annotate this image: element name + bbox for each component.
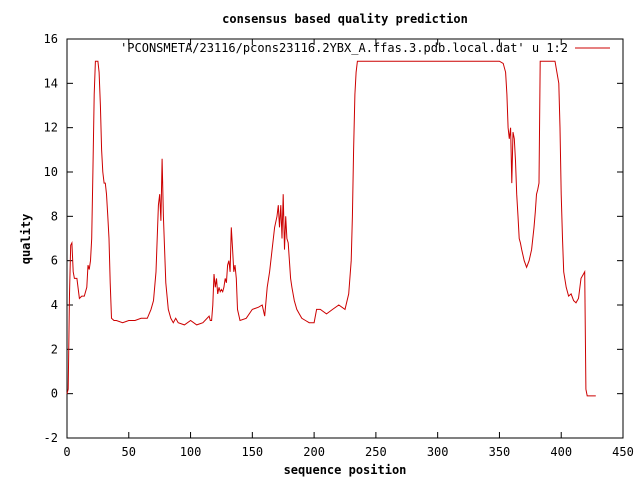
series-line [66,60,596,397]
x-tick-label: 100 [180,445,202,459]
y-tick-label: 6 [51,254,58,268]
x-tick-label: 400 [550,445,572,459]
x-tick-label: 250 [365,445,387,459]
y-axis-label: quality [19,214,33,265]
y-tick-label: 16 [44,32,58,46]
y-tick-label: 4 [51,298,58,312]
legend-label: 'PCONSMETA/23116/pcons23116.2YBX_A.ffas.… [120,41,568,55]
legend: 'PCONSMETA/23116/pcons23116.2YBX_A.ffas.… [120,41,610,55]
ticks-layer: 0 50 100 150 200 250 300 350 400 450 -2 0 2 4 6 8 10 12 14… [44,32,634,459]
y-tick-label: 14 [44,76,58,90]
x-axis-label: sequence position [284,463,407,477]
y-tick-label: 2 [51,342,58,356]
plot-frame [66,38,624,439]
x-tick-label: 150 [241,445,263,459]
y-tick-label: 0 [51,387,58,401]
y-tick-label: 10 [44,165,58,179]
x-tick-label: 200 [303,445,325,459]
y-tick-label: 8 [51,209,58,223]
chart-title: consensus based quality prediction [222,12,468,26]
x-tick-label: 300 [427,445,449,459]
x-tick-label: 0 [63,445,70,459]
x-tick-label: 50 [122,445,136,459]
y-tick-label: -2 [44,431,58,445]
x-tick-label: 450 [612,445,634,459]
y-tick-label: 12 [44,121,58,135]
x-tick-label: 350 [489,445,511,459]
